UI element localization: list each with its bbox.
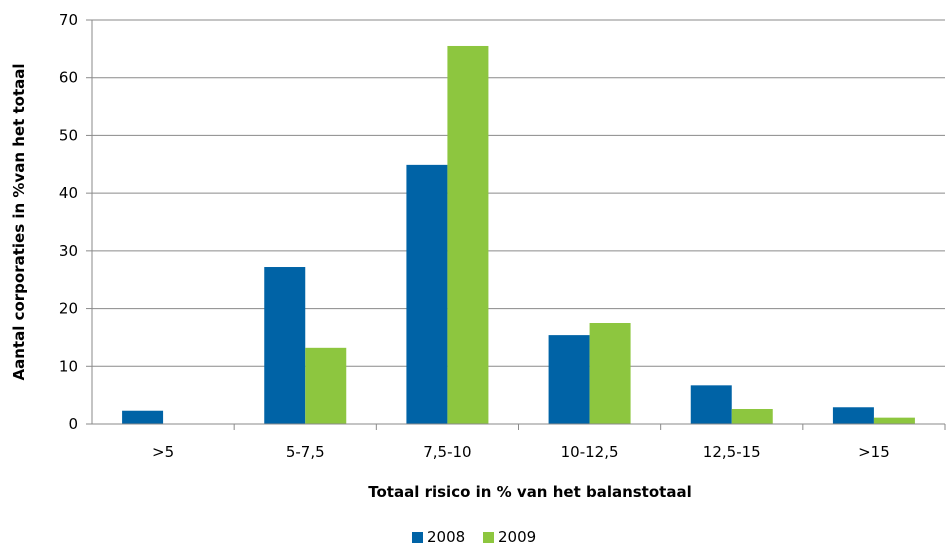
x-tick-label: 10-12,5 — [561, 443, 619, 461]
bar-2008-0 — [122, 410, 164, 424]
y-tick-label: 40 — [59, 184, 78, 202]
x-tick-label: 7,5-10 — [423, 443, 471, 461]
y-tick-label: 50 — [59, 126, 78, 144]
bar-2009-3 — [589, 323, 631, 424]
legend-label-2008: 2008 — [427, 528, 465, 545]
x-tick-label: >5 — [152, 443, 174, 461]
y-axis-title: Aantal corporaties in %van het totaal — [10, 63, 28, 380]
y-tick-label: 70 — [59, 11, 78, 29]
y-tick-label: 10 — [59, 357, 78, 375]
x-axis-title: Totaal risico in % van het balanstotaal — [368, 483, 691, 501]
x-tick-label: 12,5-15 — [703, 443, 761, 461]
bar-2008-1 — [264, 267, 306, 424]
y-tick-label: 20 — [59, 300, 78, 318]
x-tick-label: 5-7,5 — [286, 443, 325, 461]
bar-2009-4 — [731, 408, 773, 424]
y-tick-label: 30 — [59, 242, 78, 260]
y-tick-label: 60 — [59, 69, 78, 87]
bar-2009-2 — [447, 45, 489, 424]
legend-swatch-2009 — [483, 532, 494, 543]
legend: 2008 2009 — [412, 528, 536, 545]
legend-label-2009: 2009 — [498, 528, 536, 545]
bar-2008-4 — [690, 385, 732, 424]
bar-2008-5 — [832, 407, 874, 424]
bar-2009-1 — [305, 347, 347, 424]
bar-2008-3 — [548, 335, 590, 424]
bars — [122, 45, 915, 424]
x-tick-label: >15 — [858, 443, 890, 461]
y-tick-label: 0 — [68, 415, 78, 433]
gridlines — [86, 19, 945, 425]
bar-2008-2 — [406, 164, 448, 424]
y-tick-labels: 0 10 20 30 40 50 60 70 — [59, 11, 78, 433]
axes — [91, 20, 946, 430]
legend-swatch-2008 — [412, 532, 423, 543]
bar-2009-5 — [873, 417, 915, 424]
x-tick-labels: >5 5-7,5 7,5-10 10-12,5 12,5-15 >15 — [152, 443, 890, 461]
